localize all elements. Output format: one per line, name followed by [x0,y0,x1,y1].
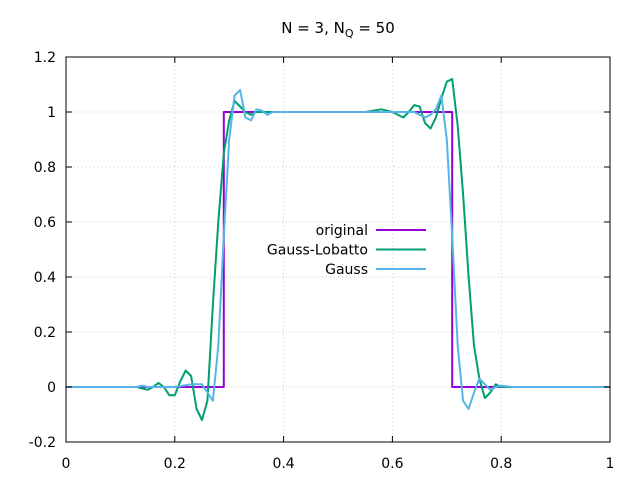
plot-frame [65,56,611,443]
chart-title-tail: = 50 [354,19,395,37]
chart-title: N = 3, NQ = 50 [281,19,395,40]
y-tick-label: 0.2 [34,325,56,341]
x-tick-label: 0 [62,456,71,472]
y-tick-label: 0.8 [34,160,56,176]
legend: original Gauss-Lobatto Gauss [267,223,426,278]
chart-title-subscript: Q [345,27,354,40]
y-tick-label: 0 [47,380,56,396]
y-tick-label: 0.4 [34,270,56,286]
y-tick-label: 0.6 [34,215,56,231]
x-tick-label: 0.4 [272,456,294,472]
chart-title-main: N = 3, N [281,19,345,37]
y-tick-label: 1.2 [34,50,56,66]
axis-ticks: 0 0.2 0.4 0.6 0.8 1 -0.2 0 0.2 0.4 0.6 0.8 1 1.2 [29,50,615,472]
plot-area [66,78,610,421]
x-tick-label: 0.6 [381,456,403,472]
legend-label: Gauss-Lobatto [267,243,368,259]
series-line-gauss [66,89,610,410]
legend-label: original [316,223,368,239]
x-tick-label: 1 [606,456,615,472]
x-tick-label: 0.8 [490,456,512,472]
x-tick-label: 0.2 [164,456,186,472]
y-tick-label: 1 [47,105,56,121]
legend-label: Gauss [325,262,368,278]
y-tick-label: -0.2 [29,435,56,451]
